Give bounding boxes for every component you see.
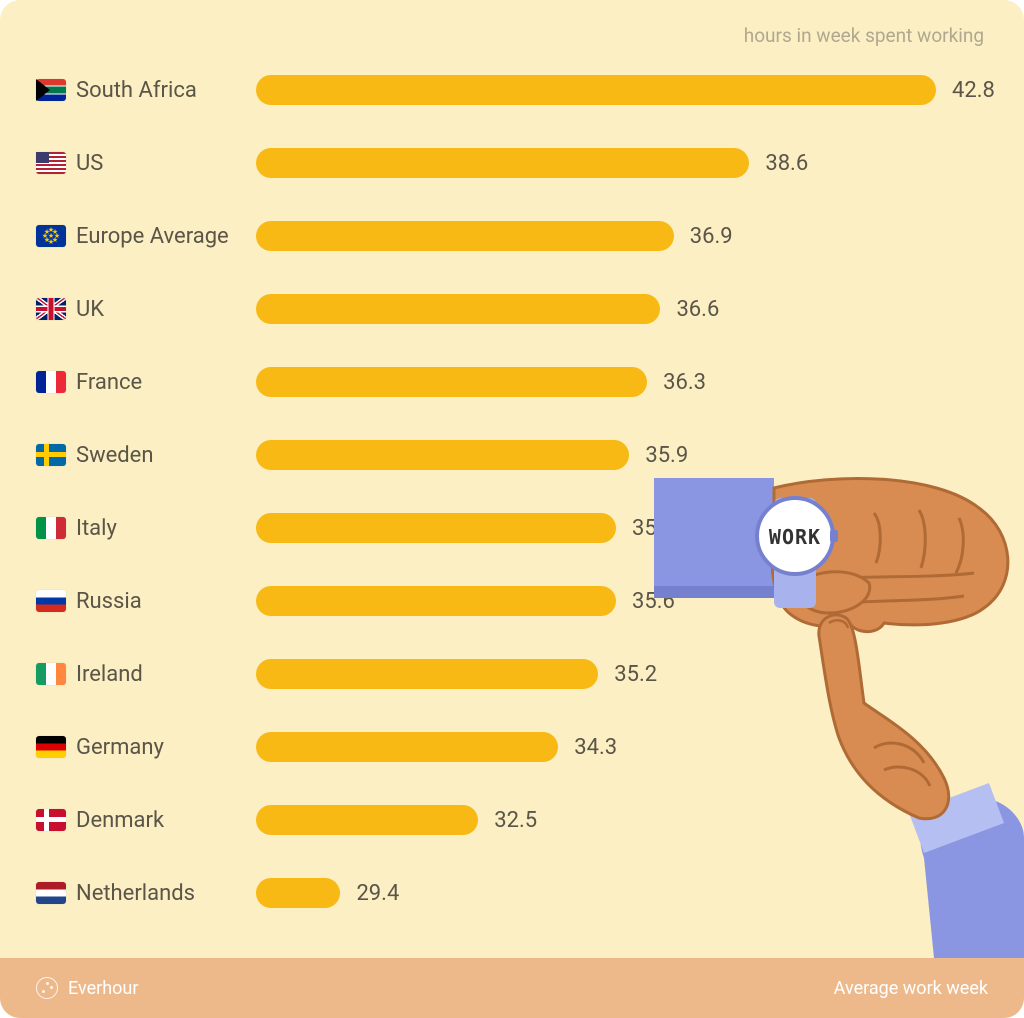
bar bbox=[256, 294, 660, 324]
bar-row: Ireland 35.2 bbox=[36, 659, 988, 689]
bar-row: Russia 35.6 bbox=[36, 586, 988, 616]
bar bbox=[256, 878, 340, 908]
bar-row: Europe Average 36.9 bbox=[36, 221, 988, 251]
country-label: UK bbox=[76, 297, 256, 322]
country-label: Netherlands bbox=[76, 881, 256, 906]
country-label: Ireland bbox=[76, 662, 256, 687]
bar-wrap: 42.8 bbox=[256, 75, 995, 105]
bar-row: Netherlands 29.4 bbox=[36, 878, 988, 908]
bar bbox=[256, 75, 936, 105]
bar-wrap: 32.5 bbox=[256, 805, 988, 835]
flag-icon bbox=[36, 225, 66, 247]
flag-icon bbox=[36, 882, 66, 904]
bar-value: 42.8 bbox=[952, 78, 995, 103]
flag-icon bbox=[36, 371, 66, 393]
bar-value: 35.6 bbox=[632, 516, 675, 541]
bar-value: 35.9 bbox=[645, 443, 688, 468]
bar-wrap: 35.6 bbox=[256, 513, 988, 543]
bar bbox=[256, 513, 616, 543]
bar-row: UK 36.6 bbox=[36, 294, 988, 324]
bar-wrap: 34.3 bbox=[256, 732, 988, 762]
bar-value: 35.2 bbox=[614, 662, 657, 687]
bar bbox=[256, 440, 629, 470]
flag-icon bbox=[36, 517, 66, 539]
country-label: France bbox=[76, 370, 256, 395]
flag-icon bbox=[36, 663, 66, 685]
bar bbox=[256, 586, 616, 616]
brand-name: Everhour bbox=[68, 978, 138, 999]
country-label: South Africa bbox=[76, 78, 256, 103]
bar-wrap: 35.9 bbox=[256, 440, 988, 470]
bar-value: 36.3 bbox=[663, 370, 706, 395]
country-label: Italy bbox=[76, 516, 256, 541]
country-label: Denmark bbox=[76, 808, 256, 833]
bar bbox=[256, 659, 598, 689]
footer-bar: Everhour Average work week bbox=[0, 958, 1024, 1018]
bar bbox=[256, 367, 647, 397]
bar bbox=[256, 805, 478, 835]
bar-value: 32.5 bbox=[494, 808, 537, 833]
bar-wrap: 36.3 bbox=[256, 367, 988, 397]
bar-wrap: 29.4 bbox=[256, 878, 988, 908]
flag-icon bbox=[36, 79, 66, 101]
bar-wrap: 36.9 bbox=[256, 221, 988, 251]
bar-row: Denmark 32.5 bbox=[36, 805, 988, 835]
flag-icon bbox=[36, 736, 66, 758]
bar-row: France 36.3 bbox=[36, 367, 988, 397]
flag-icon bbox=[36, 298, 66, 320]
footer-title: Average work week bbox=[834, 978, 988, 999]
bar-row: US 38.6 bbox=[36, 148, 988, 178]
country-label: Russia bbox=[76, 589, 256, 614]
infographic-card: hours in week spent working South Africa… bbox=[0, 0, 1024, 1018]
bar-row: Italy 35.6 bbox=[36, 513, 988, 543]
bar-value: 36.9 bbox=[690, 224, 733, 249]
chart-subtitle: hours in week spent working bbox=[36, 24, 988, 47]
bar-wrap: 36.6 bbox=[256, 294, 988, 324]
brand: Everhour bbox=[36, 977, 138, 999]
country-label: Sweden bbox=[76, 443, 256, 468]
bar-value: 35.6 bbox=[632, 589, 675, 614]
bar-wrap: 35.2 bbox=[256, 659, 988, 689]
bar bbox=[256, 732, 558, 762]
bar-value: 29.4 bbox=[356, 881, 399, 906]
bar-row: Sweden 35.9 bbox=[36, 440, 988, 470]
bar-row: Germany 34.3 bbox=[36, 732, 988, 762]
flag-icon bbox=[36, 152, 66, 174]
bar-wrap: 35.6 bbox=[256, 586, 988, 616]
brand-icon bbox=[36, 977, 58, 999]
bar-value: 38.6 bbox=[765, 151, 808, 176]
bar-rows: South Africa42.8 US 38.6 Europe Average 36.9… bbox=[36, 75, 988, 908]
chart-area: hours in week spent working South Africa… bbox=[0, 0, 1024, 958]
bar bbox=[256, 148, 749, 178]
bar-value: 34.3 bbox=[574, 735, 617, 760]
country-label: Europe Average bbox=[76, 224, 256, 249]
country-label: US bbox=[76, 151, 256, 176]
bar bbox=[256, 221, 674, 251]
flag-icon bbox=[36, 809, 66, 831]
flag-icon bbox=[36, 444, 66, 466]
flag-icon bbox=[36, 590, 66, 612]
bar-wrap: 38.6 bbox=[256, 148, 988, 178]
country-label: Germany bbox=[76, 735, 256, 760]
bar-row: South Africa42.8 bbox=[36, 75, 988, 105]
bar-value: 36.6 bbox=[676, 297, 719, 322]
